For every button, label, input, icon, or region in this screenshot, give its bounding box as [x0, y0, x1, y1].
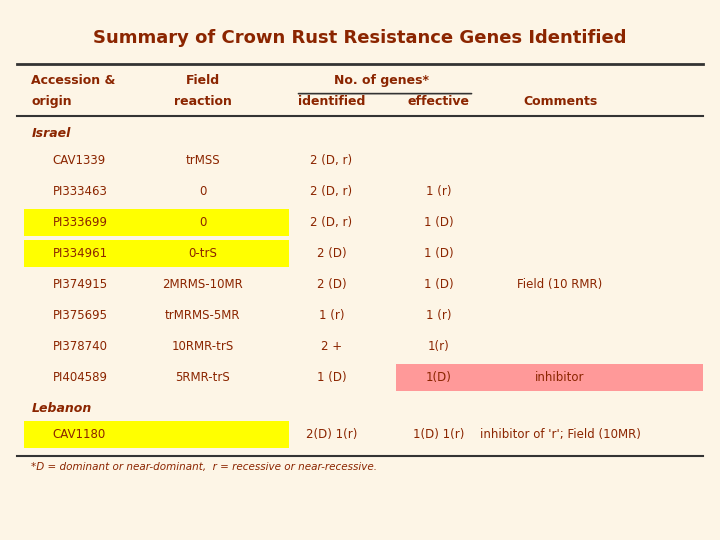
Text: 1 (D): 1 (D): [424, 215, 454, 228]
Text: PI334961: PI334961: [53, 247, 108, 260]
Text: 1 (r): 1 (r): [426, 185, 451, 198]
Text: Accession &: Accession &: [32, 74, 116, 87]
Text: 1(D): 1(D): [426, 370, 451, 383]
Text: trMSS: trMSS: [186, 153, 220, 166]
Text: Lebanon: Lebanon: [32, 402, 91, 415]
Text: Israel: Israel: [32, 127, 71, 140]
Text: *D = dominant or near-dominant,  r = recessive or near-recessive.: *D = dominant or near-dominant, r = rece…: [32, 462, 377, 472]
Text: Field (10 RMR): Field (10 RMR): [518, 278, 603, 291]
Text: No. of genes*: No. of genes*: [334, 74, 429, 87]
Text: 10RMR-trS: 10RMR-trS: [171, 340, 234, 353]
Text: 2 (D, r): 2 (D, r): [310, 185, 353, 198]
Text: 2 (D): 2 (D): [317, 278, 346, 291]
Text: 1(D) 1(r): 1(D) 1(r): [413, 428, 464, 441]
Text: 1 (D): 1 (D): [424, 278, 454, 291]
Text: origin: origin: [32, 95, 72, 108]
Text: Comments: Comments: [523, 95, 597, 108]
Text: 1 (D): 1 (D): [424, 247, 454, 260]
Text: 2(D) 1(r): 2(D) 1(r): [306, 428, 357, 441]
Text: 2 (D, r): 2 (D, r): [310, 215, 353, 228]
Text: effective: effective: [408, 95, 469, 108]
Text: 1 (r): 1 (r): [319, 308, 344, 321]
Text: 0-trS: 0-trS: [189, 247, 217, 260]
Text: PI333699: PI333699: [53, 215, 108, 228]
Text: PI374915: PI374915: [53, 278, 108, 291]
Text: PI404589: PI404589: [53, 370, 108, 383]
Text: PI333463: PI333463: [53, 185, 108, 198]
Text: inhibitor: inhibitor: [535, 370, 585, 383]
Text: 2 +: 2 +: [321, 340, 342, 353]
Text: Summary of Crown Rust Resistance Genes Identified: Summary of Crown Rust Resistance Genes I…: [94, 30, 626, 48]
Text: 1(r): 1(r): [428, 340, 449, 353]
Text: 0: 0: [199, 215, 207, 228]
Text: identified: identified: [298, 95, 365, 108]
Text: inhibitor of 'r'; Field (10MR): inhibitor of 'r'; Field (10MR): [480, 428, 641, 441]
FancyBboxPatch shape: [24, 421, 289, 448]
Text: CAV1339: CAV1339: [53, 153, 106, 166]
Text: 2 (D): 2 (D): [317, 247, 346, 260]
Text: 2 (D, r): 2 (D, r): [310, 153, 353, 166]
Text: Field: Field: [186, 74, 220, 87]
FancyBboxPatch shape: [24, 240, 289, 267]
Text: 1 (D): 1 (D): [317, 370, 346, 383]
Text: 0: 0: [199, 185, 207, 198]
Text: 5RMR-trS: 5RMR-trS: [176, 370, 230, 383]
FancyBboxPatch shape: [24, 209, 289, 236]
Text: 2MRMS-10MR: 2MRMS-10MR: [163, 278, 243, 291]
Text: 1 (r): 1 (r): [426, 308, 451, 321]
Text: reaction: reaction: [174, 95, 232, 108]
Text: PI378740: PI378740: [53, 340, 108, 353]
Text: trMRMS-5MR: trMRMS-5MR: [165, 308, 240, 321]
FancyBboxPatch shape: [396, 364, 703, 391]
Text: CAV1180: CAV1180: [53, 428, 106, 441]
Text: PI375695: PI375695: [53, 308, 108, 321]
